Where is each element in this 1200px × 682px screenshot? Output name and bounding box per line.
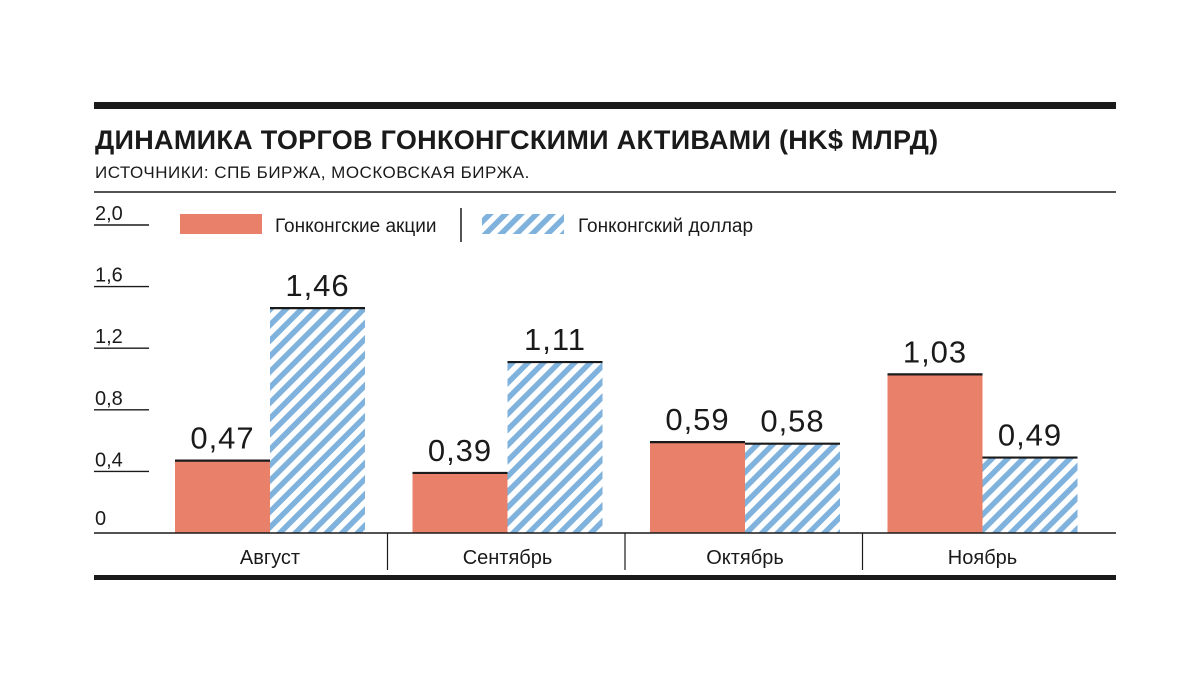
bar-value-label: 0,39	[428, 433, 492, 468]
legend-label-stocks: Гонконгские акции	[275, 216, 436, 237]
chart-subtitle: ИСТОЧНИКИ: СПБ БИРЖА, МОСКОВСКАЯ БИРЖА.	[95, 163, 530, 182]
y-tick-label: 0,4	[95, 449, 123, 471]
bar-value-label: 0,49	[998, 418, 1062, 453]
bar-value-label: 0,58	[760, 404, 824, 439]
bar	[412, 472, 508, 533]
y-tick-label: 1,2	[95, 326, 123, 348]
bar-value-label: 0,47	[190, 421, 254, 456]
legend-swatch-dollar	[482, 214, 564, 234]
x-category-label: Август	[240, 547, 300, 569]
bar	[745, 443, 840, 533]
y-axis: 0 0,4 0,8 1,2 1,6 2,0	[94, 203, 149, 530]
legend: Гонконгские акции Гонконгский доллар	[180, 208, 753, 242]
top-rule	[94, 102, 1116, 109]
bars: 0,47 1,46 0,39 1,11 0,59 0,58 1,03 0,49	[175, 268, 1078, 533]
x-category-label: Ноябрь	[948, 547, 1017, 569]
bar-value-label: 1,46	[285, 268, 349, 303]
y-tick-label: 2,0	[95, 203, 123, 225]
x-category-label: Октябрь	[706, 547, 784, 569]
bar	[270, 308, 365, 533]
bar	[887, 374, 983, 533]
bar-value-label: 1,03	[903, 334, 967, 369]
bar	[650, 442, 745, 533]
x-category-label: Сентябрь	[463, 547, 553, 569]
y-tick-label: 0,8	[95, 388, 123, 410]
bar	[982, 457, 1078, 533]
bar	[175, 460, 270, 533]
bar	[507, 362, 603, 533]
legend-label-dollar: Гонконгский доллар	[578, 216, 753, 237]
y-tick-label: 1,6	[95, 265, 123, 287]
y-tick-label: 0	[95, 508, 106, 530]
legend-swatch-stocks	[180, 214, 262, 234]
bar-value-label: 1,11	[524, 322, 586, 357]
bottom-rule	[94, 575, 1116, 580]
bar-value-label: 0,59	[665, 402, 729, 437]
x-axis: Август Сентябрь Октябрь Ноябрь	[240, 533, 1017, 570]
chart-title: ДИНАМИКА ТОРГОВ ГОНКОНГСКИМИ АКТИВАМИ (H…	[95, 125, 938, 155]
